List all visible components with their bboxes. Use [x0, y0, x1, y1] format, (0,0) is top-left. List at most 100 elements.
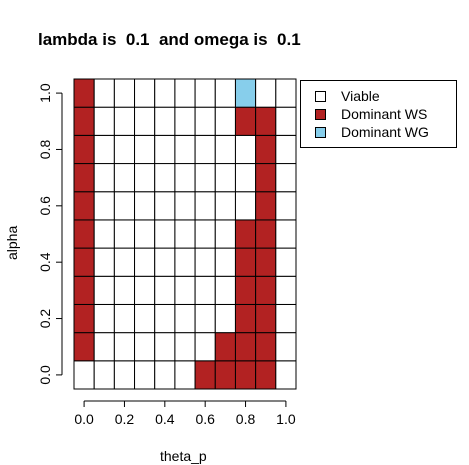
legend: Viable Dominant WS Dominant WG: [300, 80, 457, 148]
legend-swatch-viable: [315, 90, 326, 102]
cell-viable: [134, 360, 156, 390]
cell-viable: [174, 360, 196, 390]
cell-viable: [194, 332, 216, 362]
cell-viable: [134, 163, 156, 193]
cell-dominant-ws: [73, 106, 95, 136]
cell-viable: [93, 219, 115, 249]
cell-viable: [113, 303, 136, 334]
cell-dominant-ws: [255, 332, 277, 362]
y-tick-label: 0.2: [37, 309, 53, 329]
cell-dominant-ws: [214, 332, 236, 362]
cell-viable: [134, 134, 156, 165]
cell-viable: [214, 78, 236, 108]
cell-viable: [214, 191, 236, 221]
y-tick-label: 0.0: [37, 365, 53, 385]
cell-viable: [214, 219, 236, 249]
cell-dominant-ws: [73, 191, 95, 221]
cell-viable: [93, 106, 115, 136]
cell-viable: [93, 303, 115, 334]
cell-viable: [93, 191, 115, 221]
cell-dominant-ws: [255, 360, 277, 390]
cell-viable: [275, 191, 297, 221]
cell-viable: [214, 106, 236, 136]
cell-dominant-ws: [234, 332, 257, 362]
cell-viable: [275, 78, 297, 108]
cell-viable: [194, 163, 216, 193]
cell-dominant-ws: [255, 303, 277, 334]
cell-viable: [275, 332, 297, 362]
cell-dominant-ws: [73, 134, 95, 165]
x-axis-label: theta_p: [160, 448, 207, 464]
cell-viable: [275, 275, 297, 305]
cell-viable: [174, 275, 196, 305]
x-tick-label: 0.0: [74, 411, 94, 427]
cell-viable: [113, 163, 136, 193]
legend-label-dominant-wg: Dominant WG: [341, 124, 429, 140]
cell-dominant-ws: [255, 219, 277, 249]
x-tick-label: 0.4: [155, 411, 175, 427]
cell-viable: [174, 106, 196, 136]
legend-item-dominant-ws: Dominant WS: [315, 106, 427, 122]
cell-dominant-ws: [73, 247, 95, 277]
legend-swatch-dominant-wg: [315, 126, 326, 138]
cell-viable: [93, 78, 115, 108]
cell-dominant-ws: [234, 275, 257, 305]
cell-viable: [154, 134, 176, 165]
plot-frame: [73, 78, 297, 390]
cell-dominant-ws: [255, 134, 277, 165]
cell-dominant-ws: [73, 275, 95, 305]
cell-viable: [113, 247, 136, 277]
cell-viable: [194, 191, 216, 221]
cell-viable: [174, 219, 196, 249]
cell-grid: [73, 78, 297, 390]
cell-dominant-ws: [194, 360, 216, 390]
cell-viable: [174, 163, 196, 193]
cell-viable: [275, 163, 297, 193]
cell-viable: [275, 247, 297, 277]
cell-viable: [73, 360, 95, 390]
cell-dominant-ws: [234, 219, 257, 249]
cell-viable: [154, 303, 176, 334]
cell-dominant-ws: [234, 247, 257, 277]
cell-dominant-ws: [234, 106, 257, 136]
legend-item-dominant-wg: Dominant WG: [315, 124, 429, 140]
cell-viable: [113, 332, 136, 362]
cell-viable: [113, 219, 136, 249]
cell-viable: [134, 247, 156, 277]
y-tick-label: 0.8: [37, 140, 53, 160]
x-tick-label: 0.8: [236, 411, 256, 427]
cell-dominant-ws: [234, 360, 257, 390]
cell-viable: [113, 134, 136, 165]
cell-viable: [174, 191, 196, 221]
cell-viable: [194, 275, 216, 305]
cell-viable: [234, 163, 257, 193]
cell-dominant-ws: [73, 219, 95, 249]
cell-viable: [275, 303, 297, 334]
cell-viable: [275, 219, 297, 249]
x-tick-label: 0.2: [115, 411, 135, 427]
x-tick-label: 0.6: [195, 411, 215, 427]
cell-dominant-ws: [73, 303, 95, 334]
legend-label-dominant-ws: Dominant WS: [341, 106, 428, 122]
cell-dominant-ws: [73, 163, 95, 193]
cell-viable: [214, 275, 236, 305]
cell-viable: [113, 106, 136, 136]
cell-viable: [134, 106, 156, 136]
legend-item-viable: Viable: [315, 88, 380, 104]
cell-viable: [134, 275, 156, 305]
cell-viable: [194, 303, 216, 334]
cell-viable: [194, 247, 216, 277]
cell-viable: [194, 134, 216, 165]
cell-viable: [113, 78, 136, 108]
cell-viable: [134, 332, 156, 362]
cell-viable: [154, 191, 176, 221]
cell-viable: [154, 275, 176, 305]
chart-title: lambda is 0.1 and omega is 0.1: [38, 30, 301, 49]
cell-viable: [113, 360, 136, 390]
cell-viable: [194, 219, 216, 249]
cell-viable: [93, 247, 115, 277]
cell-viable: [93, 360, 115, 390]
cell-viable: [134, 78, 156, 108]
cell-dominant-wg: [234, 78, 257, 108]
